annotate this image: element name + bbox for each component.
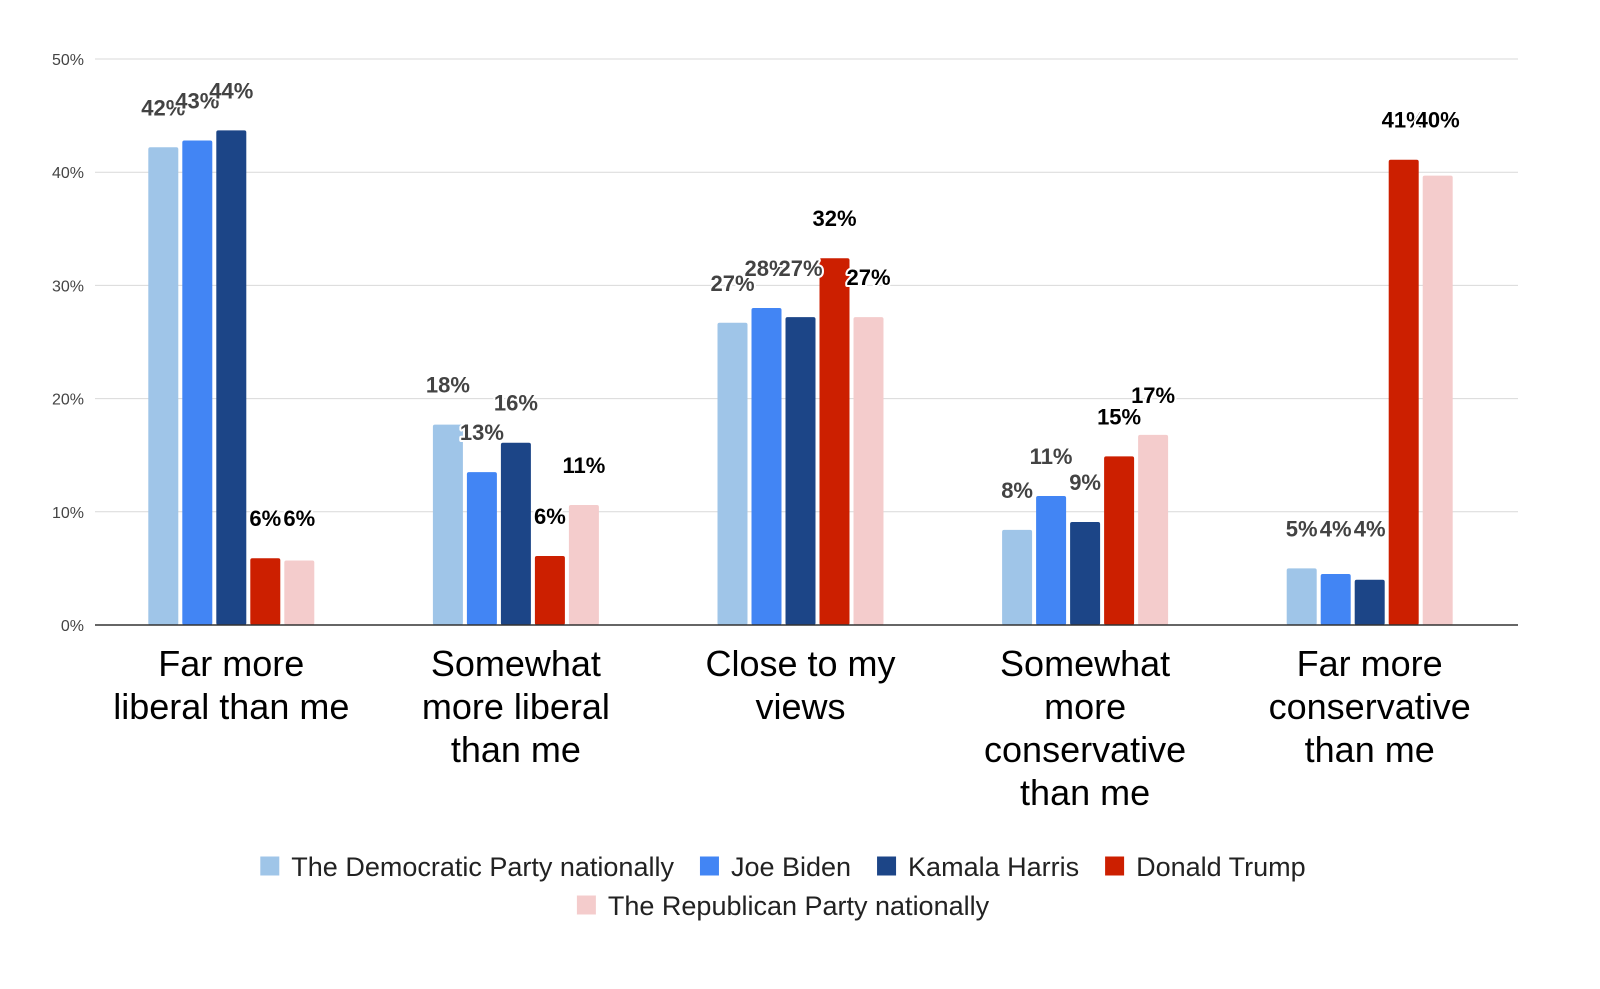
bar (1354, 579, 1385, 625)
category-label: Somewhat more liberal than me (422, 643, 610, 770)
legend-label: Joe Biden (731, 852, 851, 882)
bar (717, 322, 748, 625)
data-label: 18% (426, 373, 470, 398)
data-label: 40% (1416, 108, 1460, 133)
bar (568, 505, 599, 625)
bar (182, 140, 213, 625)
data-label: 4% (1320, 516, 1352, 541)
bar (216, 130, 247, 626)
legend-swatch (877, 856, 897, 876)
data-label: 44% (209, 78, 253, 103)
bar (250, 558, 281, 625)
y-tick-label: 20% (52, 392, 84, 409)
bar (148, 147, 179, 625)
data-label: 43% (175, 89, 219, 114)
data-label: 6% (283, 506, 315, 531)
bar (819, 258, 850, 625)
bar (1138, 434, 1169, 625)
data-label: 42% (141, 95, 185, 120)
axes: 0% 10% 20% 30% 40% 50% Far more liberal than me… (52, 52, 1518, 813)
bar (1286, 568, 1317, 625)
legend-label: Donald Trump (1136, 852, 1306, 882)
data-label: 8% (1001, 478, 1033, 503)
y-tick-label: 40% (52, 165, 84, 182)
legend-label: The Democratic Party nationally (291, 852, 674, 882)
bar (1070, 521, 1101, 625)
data-label: 6% (534, 504, 566, 529)
data-label: 27% (710, 271, 754, 296)
bar (853, 317, 884, 625)
bar (1104, 456, 1135, 625)
data-label: 32% (812, 206, 856, 231)
legend-swatch (576, 895, 596, 915)
legend-swatch (260, 856, 280, 876)
category-label: Far more conservative than me (1269, 643, 1471, 770)
bar (785, 317, 816, 625)
category-label: Somewhat more conservative than me (984, 643, 1186, 813)
bar (1388, 159, 1419, 626)
data-label: 11% (1030, 444, 1073, 469)
gridlines (95, 58, 1518, 513)
legend-label: Kamala Harris (908, 852, 1079, 882)
data-label: 27% (846, 265, 890, 290)
bar (1036, 495, 1067, 625)
bars (148, 130, 1453, 626)
data-label: 5% (1286, 516, 1318, 541)
legend-swatch (1105, 856, 1125, 876)
legend: The Democratic Party nationally Joe Biden… (260, 852, 1306, 921)
data-label: 16% (494, 391, 538, 416)
bar (1002, 529, 1033, 625)
bar (1422, 175, 1453, 625)
bar (1320, 574, 1351, 625)
data-labels: 42%43%44%6% 6%18%13%16%6%11%27%28%27%32%2… (139, 76, 1461, 543)
legend-swatch (699, 856, 719, 876)
category-label: Close to my views (705, 643, 895, 727)
data-label: 41% (1382, 108, 1426, 133)
y-tick-label: 30% (52, 278, 84, 295)
data-label: 28% (744, 256, 788, 281)
legend-label: The Republican Party nationally (608, 891, 990, 921)
data-label: 11% (562, 453, 605, 478)
bar (751, 308, 782, 625)
bar (534, 555, 565, 625)
data-label: 27% (778, 256, 822, 281)
y-tick-label: 50% (52, 52, 84, 69)
data-label: 13% (460, 420, 504, 445)
bar (466, 472, 497, 625)
data-label: 9% (1069, 470, 1101, 495)
data-label: 15% (1097, 404, 1141, 429)
data-label: 4% (1354, 516, 1386, 541)
bar (432, 424, 463, 625)
data-label: 17% (1131, 383, 1175, 408)
category-label: Far more liberal than me (113, 643, 349, 727)
y-tick-label: 0% (61, 618, 84, 635)
bar (500, 442, 531, 625)
y-tick-label: 10% (52, 505, 84, 522)
data-label: 6% (249, 506, 281, 531)
bar (284, 560, 315, 625)
